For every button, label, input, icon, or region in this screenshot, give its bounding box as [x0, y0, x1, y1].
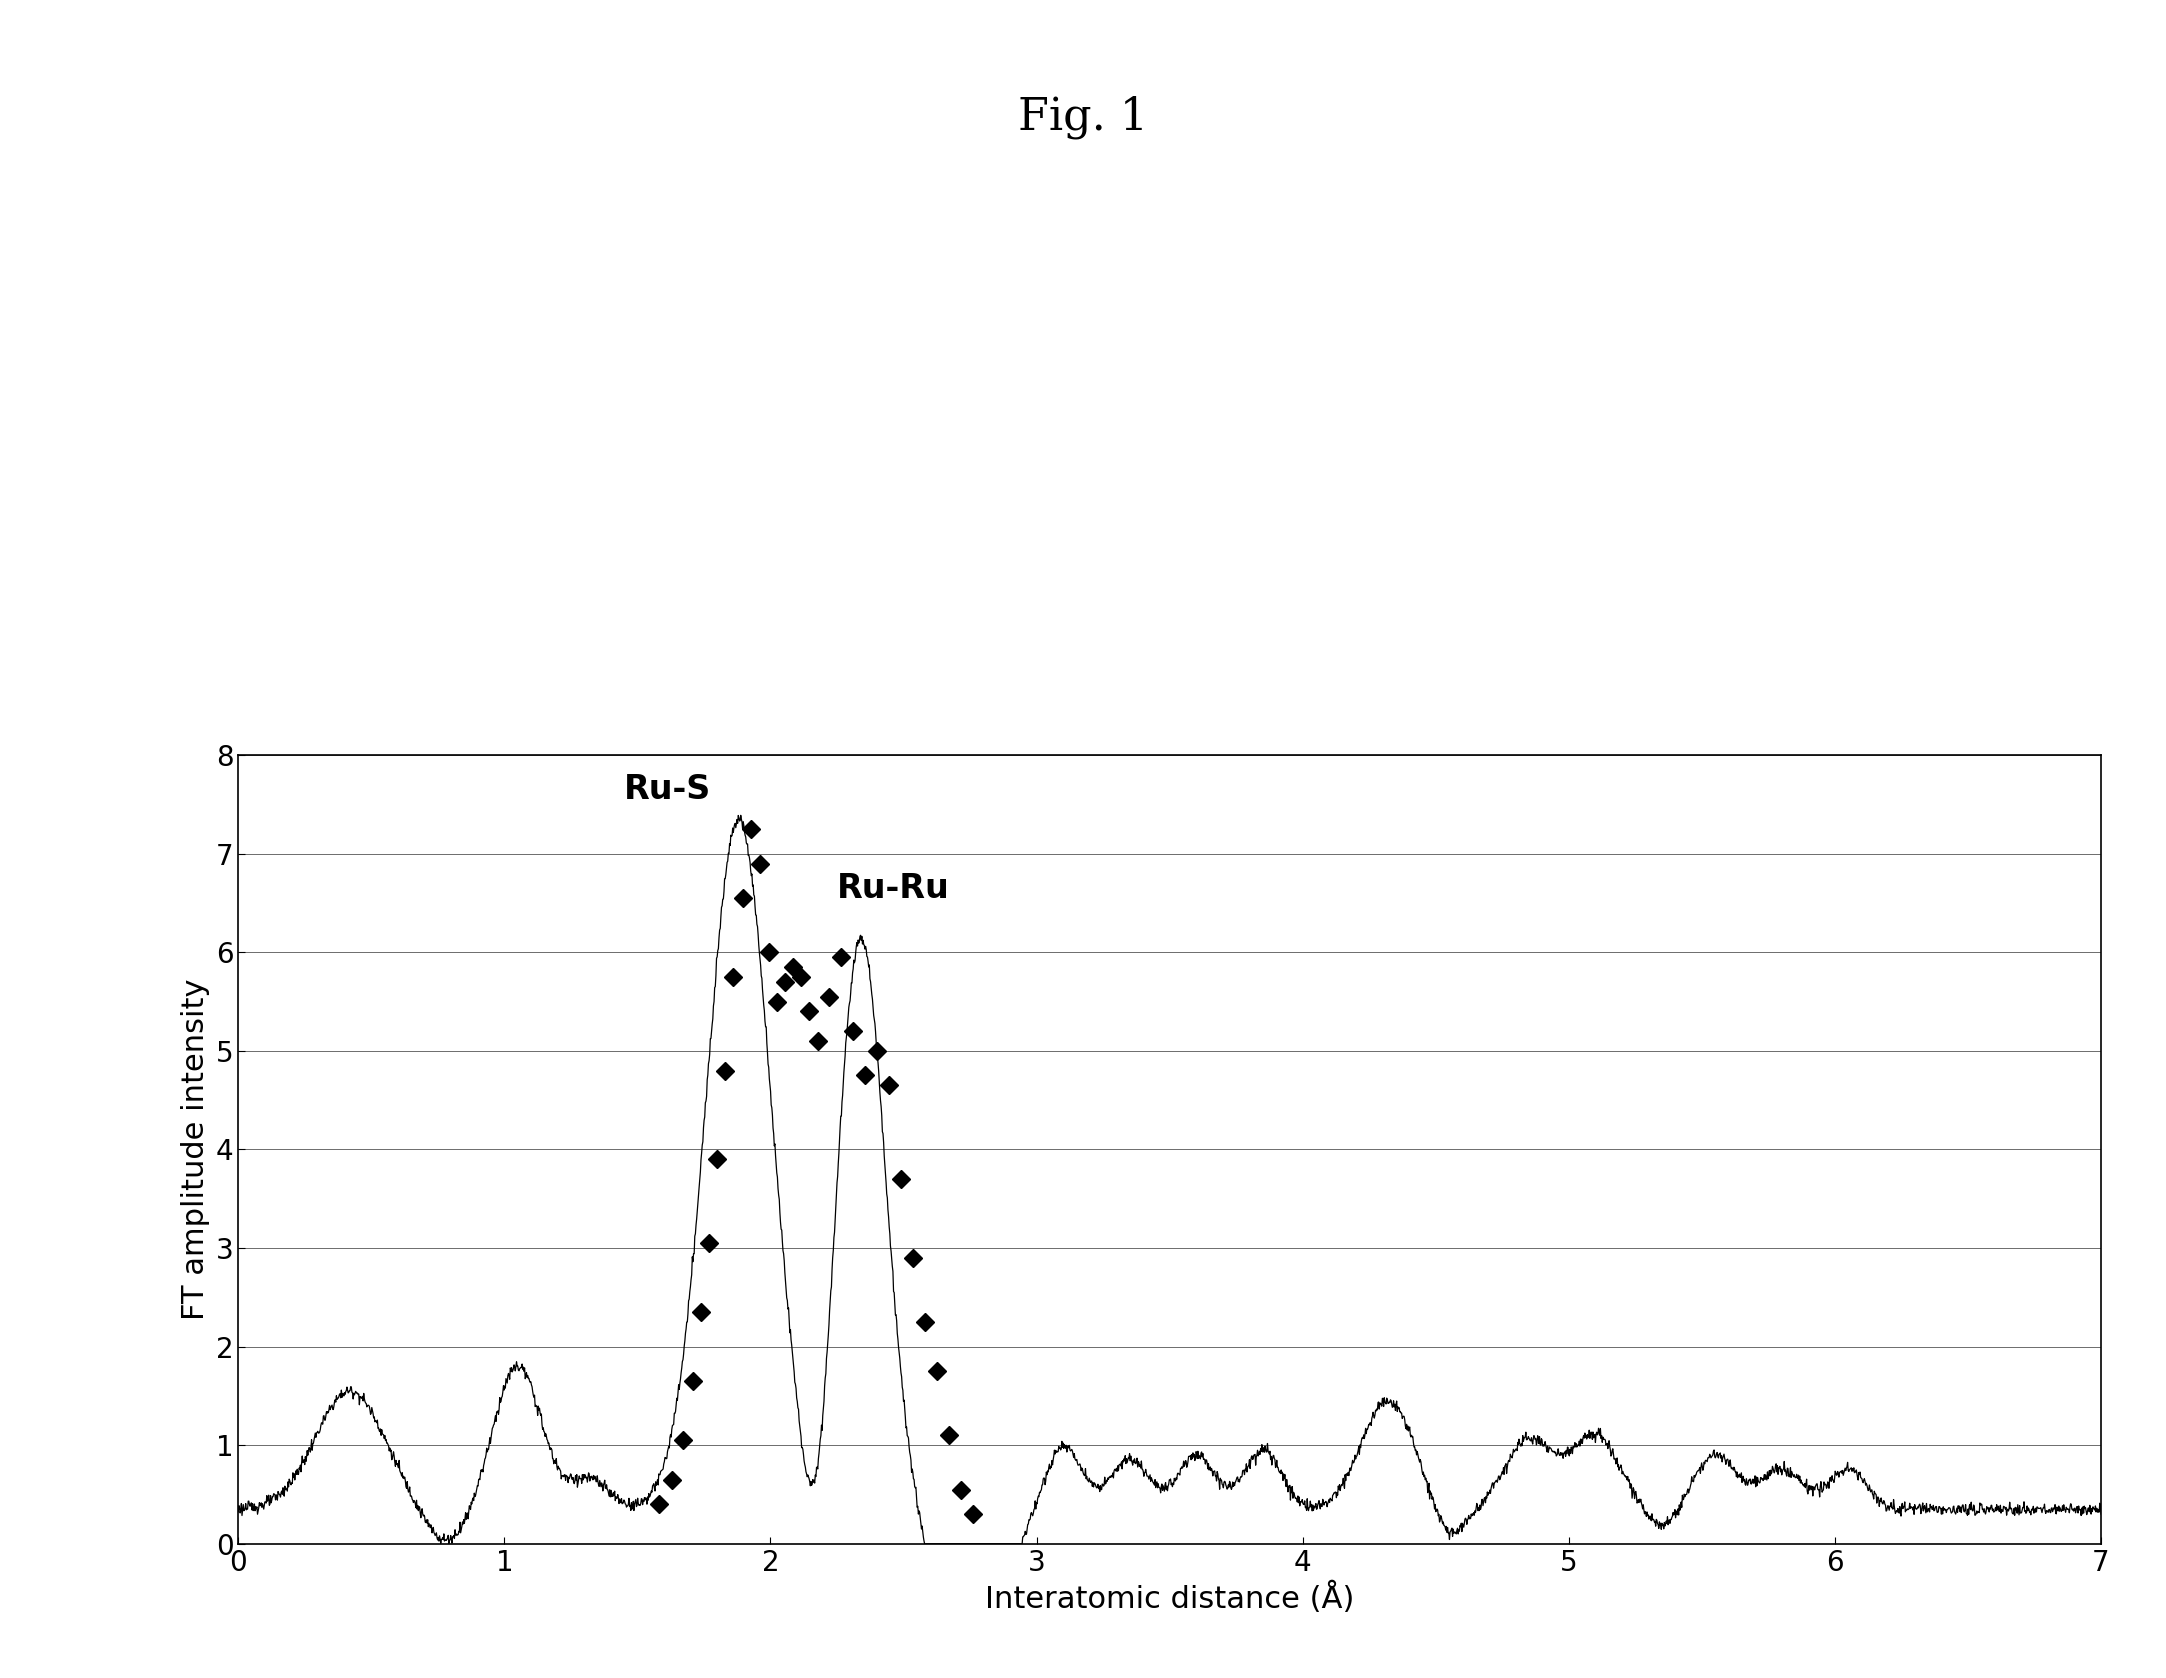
- Text: Ru-S: Ru-S: [624, 774, 710, 807]
- Y-axis label: FT amplitude intensity: FT amplitude intensity: [182, 978, 210, 1321]
- X-axis label: Interatomic distance (Å): Interatomic distance (Å): [986, 1582, 1354, 1614]
- Text: Fig. 1: Fig. 1: [1018, 96, 1148, 139]
- Text: Ru-Ru: Ru-Ru: [836, 873, 949, 904]
